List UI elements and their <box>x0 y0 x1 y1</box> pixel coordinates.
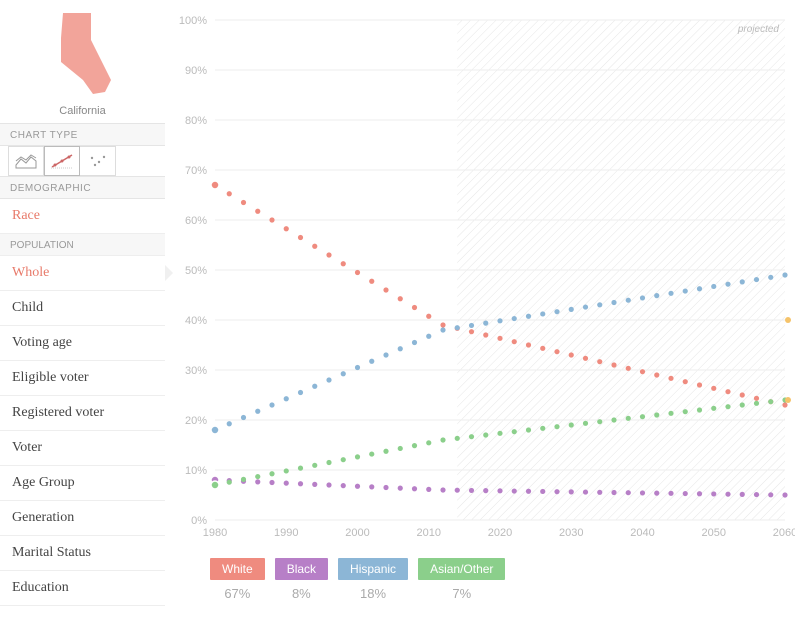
population-item-eligible-voter[interactable]: Eligible voter <box>0 361 165 396</box>
population-item-voter[interactable]: Voter <box>0 431 165 466</box>
svg-text:1990: 1990 <box>274 527 298 539</box>
state-name: California <box>0 105 165 117</box>
legend: White 67% Black 8% Hispanic 18% Asian/Other 7% <box>210 558 810 601</box>
svg-text:2010: 2010 <box>417 527 441 539</box>
svg-text:40%: 40% <box>185 315 207 327</box>
legend-box-black: Black <box>275 558 328 580</box>
svg-text:1980: 1980 <box>203 527 227 539</box>
menu-item-age-group[interactable]: Age Group <box>0 466 165 501</box>
demographic-item-race[interactable]: Race <box>0 199 165 234</box>
population-item-voting-age[interactable]: Voting age <box>0 326 165 361</box>
svg-text:10%: 10% <box>185 465 207 477</box>
svg-text:20%: 20% <box>185 415 207 427</box>
population-item-child[interactable]: Child <box>0 291 165 326</box>
chart-type-area-button[interactable] <box>8 146 44 176</box>
section-chart-type: CHART TYPE <box>0 124 165 146</box>
legend-value-asian: 7% <box>418 586 505 601</box>
section-population: POPULATION <box>0 234 165 256</box>
chart-plot: projected 0% 10% 20% 30% 40% 50% 60% 70% 80% 90% 10… <box>175 10 795 550</box>
state-box: California <box>0 0 165 124</box>
legend-value-white: 67% <box>210 586 265 601</box>
chart-area: projected 0% 10% 20% 30% 40% 50% 60% 70% 80% 90% 10… <box>165 0 810 606</box>
svg-text:2050: 2050 <box>702 527 726 539</box>
legend-item-hispanic[interactable]: Hispanic 18% <box>338 558 408 601</box>
legend-box-hispanic: Hispanic <box>338 558 408 580</box>
svg-text:2020: 2020 <box>488 527 512 539</box>
legend-item-black[interactable]: Black 8% <box>275 558 328 601</box>
svg-text:2000: 2000 <box>345 527 369 539</box>
menu-item-education[interactable]: Education <box>0 571 165 606</box>
legend-item-white[interactable]: White 67% <box>210 558 265 601</box>
svg-text:90%: 90% <box>185 65 207 77</box>
svg-text:0%: 0% <box>191 515 207 527</box>
svg-text:2040: 2040 <box>630 527 654 539</box>
legend-value-black: 8% <box>275 586 328 601</box>
svg-text:30%: 30% <box>185 365 207 377</box>
svg-text:2030: 2030 <box>559 527 583 539</box>
section-demographic: DEMOGRAPHIC <box>0 177 165 199</box>
menu-item-marital-status[interactable]: Marital Status <box>0 536 165 571</box>
svg-text:2060: 2060 <box>773 527 795 539</box>
chart-type-line-button[interactable] <box>44 146 80 176</box>
menu-item-generation[interactable]: Generation <box>0 501 165 536</box>
chart-type-scatter-button[interactable] <box>80 146 116 176</box>
legend-box-asian: Asian/Other <box>418 558 505 580</box>
svg-text:50%: 50% <box>185 265 207 277</box>
svg-text:80%: 80% <box>185 115 207 127</box>
chart-type-row <box>0 146 165 177</box>
legend-item-asian[interactable]: Asian/Other 7% <box>418 558 505 601</box>
sidebar: California CHART TYPE DEMOGRAPHIC Race P… <box>0 0 165 606</box>
state-silhouette-icon <box>43 8 123 98</box>
legend-box-white: White <box>210 558 265 580</box>
svg-text:60%: 60% <box>185 215 207 227</box>
svg-text:100%: 100% <box>179 15 207 27</box>
svg-text:70%: 70% <box>185 165 207 177</box>
population-item-whole[interactable]: Whole <box>0 256 165 291</box>
legend-value-hispanic: 18% <box>338 586 408 601</box>
svg-text:projected: projected <box>737 24 780 35</box>
population-item-registered-voter[interactable]: Registered voter <box>0 396 165 431</box>
